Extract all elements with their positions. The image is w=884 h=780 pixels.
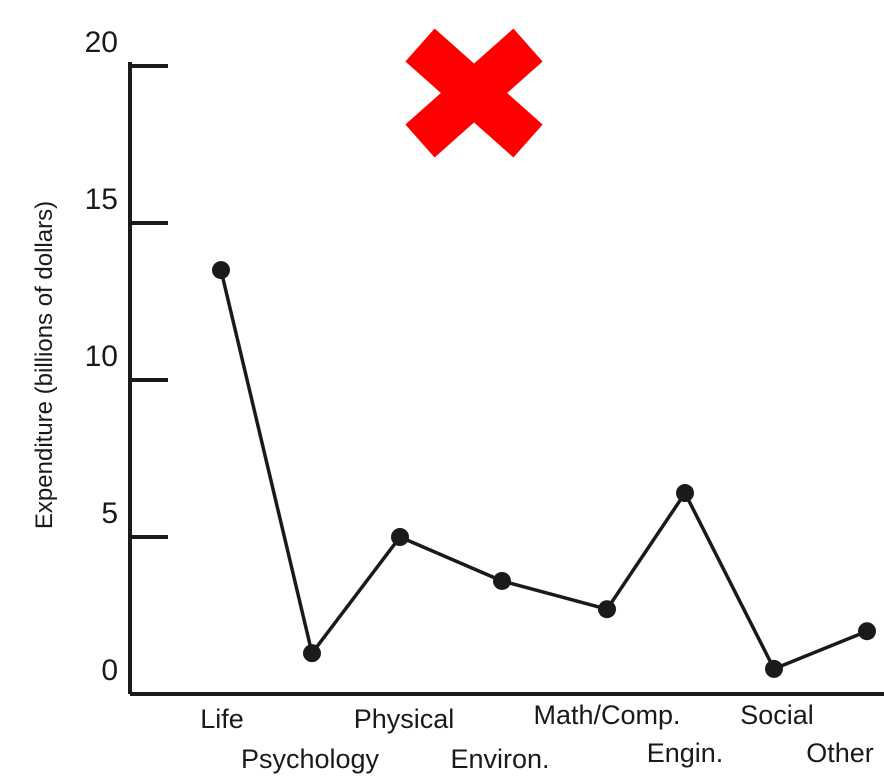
data-points — [212, 261, 876, 678]
data-point — [303, 644, 321, 663]
axes — [128, 62, 884, 696]
series-line — [219, 269, 868, 671]
data-point — [765, 659, 783, 678]
y-tick-label: 10 — [85, 340, 118, 373]
category-label: Other — [806, 738, 874, 768]
y-ticks — [130, 64, 168, 696]
category-label: Math/Comp. — [533, 700, 680, 730]
y-tick-label: 0 — [101, 654, 118, 687]
data-point — [493, 571, 511, 590]
red-x-stroke-2 — [405, 28, 543, 158]
category-label: Engin. — [647, 738, 724, 768]
y-tick-label: 20 — [85, 26, 118, 59]
y-tick-label: 15 — [85, 183, 118, 216]
category-label: Psychology — [241, 744, 380, 774]
data-point — [858, 622, 876, 641]
red-x-icon — [405, 28, 543, 158]
category-label: Social — [740, 700, 814, 730]
category-label: Environ. — [450, 744, 549, 774]
category-labels: Life Psychology Physical Environ. Math/Comp.… — [200, 700, 874, 774]
category-label: Physical — [354, 704, 455, 734]
y-tick-labels: 0 5 10 15 20 — [85, 26, 118, 687]
data-point — [676, 484, 694, 503]
y-tick-label: 5 — [101, 497, 118, 530]
y-axis-title: Expenditure (billions of dollars) — [31, 201, 58, 529]
data-point — [212, 261, 230, 280]
data-point — [391, 528, 409, 546]
category-label: Life — [200, 704, 244, 734]
data-point — [598, 600, 616, 619]
